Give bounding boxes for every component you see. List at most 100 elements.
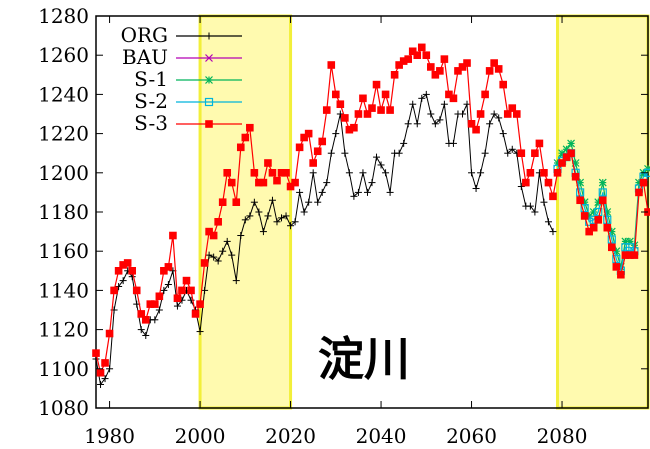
data-point bbox=[422, 90, 430, 98]
y-tick-label: 1140 bbox=[38, 278, 89, 302]
data-point bbox=[567, 149, 575, 157]
data-point bbox=[368, 104, 376, 112]
data-point bbox=[232, 277, 240, 285]
data-point bbox=[273, 176, 281, 185]
data-point bbox=[241, 133, 250, 142]
data-point bbox=[427, 63, 435, 71]
data-point bbox=[332, 130, 340, 138]
data-point bbox=[169, 231, 177, 240]
data-point bbox=[372, 80, 381, 89]
data-point bbox=[196, 300, 204, 308]
data-point bbox=[522, 178, 530, 187]
data-point bbox=[368, 179, 376, 187]
data-point bbox=[313, 147, 322, 156]
data-point bbox=[92, 349, 100, 357]
data-point bbox=[422, 51, 431, 59]
y-tick-label: 1180 bbox=[38, 200, 89, 224]
data-point bbox=[246, 212, 254, 220]
data-point bbox=[431, 71, 440, 79]
data-point bbox=[395, 61, 403, 69]
data-point bbox=[205, 251, 213, 259]
data-point bbox=[137, 310, 146, 318]
data-point bbox=[400, 139, 408, 147]
data-point bbox=[576, 188, 585, 197]
data-point bbox=[345, 125, 354, 134]
y-axis-ticks: 1080 1100 1120 1140 1160 1180 1200 1220 1240 1260… bbox=[38, 4, 648, 420]
data-point bbox=[363, 188, 371, 196]
data-point bbox=[345, 169, 353, 177]
data-point bbox=[250, 169, 259, 177]
data-point bbox=[377, 161, 385, 169]
data-point bbox=[467, 120, 476, 128]
data-point bbox=[223, 169, 232, 177]
data-point bbox=[155, 306, 163, 314]
data-point bbox=[264, 159, 272, 167]
data-point bbox=[377, 106, 385, 114]
x-tick-label: 1980 bbox=[84, 424, 135, 448]
data-point bbox=[141, 316, 150, 324]
data-point bbox=[146, 300, 155, 308]
x-tick-label: 2080 bbox=[537, 424, 588, 448]
data-point bbox=[259, 228, 267, 236]
data-point bbox=[399, 57, 408, 65]
data-point bbox=[359, 169, 367, 177]
data-point bbox=[205, 227, 213, 236]
y-tick-label: 1080 bbox=[38, 396, 89, 420]
data-point bbox=[413, 120, 421, 128]
data-point bbox=[589, 208, 598, 216]
data-point bbox=[359, 94, 367, 103]
data-point bbox=[608, 243, 616, 252]
data-point bbox=[241, 216, 249, 224]
x-tick-label: 2000 bbox=[175, 424, 226, 448]
x-tick-label: 2020 bbox=[265, 424, 316, 448]
data-point bbox=[440, 100, 448, 108]
data-point bbox=[526, 202, 534, 210]
data-point bbox=[449, 139, 457, 147]
data-point bbox=[304, 129, 313, 138]
data-point bbox=[201, 286, 209, 294]
data-point bbox=[105, 329, 114, 338]
data-point bbox=[314, 198, 322, 206]
data-point bbox=[350, 123, 358, 132]
data-point bbox=[436, 116, 444, 124]
data-point bbox=[341, 149, 349, 157]
data-point bbox=[621, 243, 630, 252]
data-point bbox=[210, 253, 218, 261]
data-point bbox=[531, 149, 539, 157]
data-point bbox=[463, 59, 471, 67]
data-point bbox=[278, 214, 286, 222]
data-point bbox=[517, 183, 525, 191]
data-point bbox=[458, 63, 467, 71]
data-point bbox=[101, 359, 109, 367]
data-point bbox=[214, 257, 222, 265]
data-point bbox=[246, 123, 254, 132]
data-point bbox=[576, 196, 584, 205]
data-point bbox=[209, 231, 218, 240]
data-point bbox=[417, 43, 426, 52]
legend-marker bbox=[204, 97, 214, 107]
data-point bbox=[580, 212, 589, 220]
legend-item-s-2: S-2 bbox=[134, 89, 242, 113]
data-point bbox=[607, 235, 616, 244]
data-point bbox=[318, 188, 326, 196]
data-point bbox=[250, 198, 258, 206]
data-point bbox=[472, 184, 480, 192]
data-point bbox=[386, 106, 394, 114]
data-point bbox=[621, 251, 630, 259]
data-point bbox=[626, 251, 634, 259]
data-point bbox=[490, 110, 498, 118]
data-point bbox=[295, 143, 304, 152]
data-point bbox=[327, 149, 335, 157]
data-point bbox=[549, 228, 557, 236]
highlight-band-2 bbox=[556, 14, 650, 410]
highlight-band-1 bbox=[198, 14, 293, 410]
data-point bbox=[255, 208, 263, 216]
data-point bbox=[287, 222, 295, 230]
data-point bbox=[223, 237, 231, 245]
data-point bbox=[114, 267, 123, 275]
data-point bbox=[553, 169, 562, 177]
data-point bbox=[132, 286, 141, 295]
data-point bbox=[598, 188, 607, 197]
